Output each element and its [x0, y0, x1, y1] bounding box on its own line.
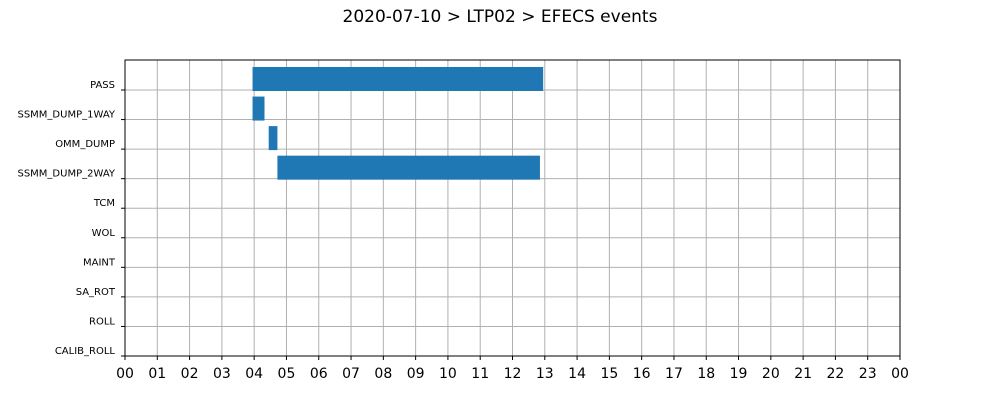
y-tick-label: ROLL: [89, 316, 115, 327]
x-tick-label: 03: [213, 366, 231, 382]
x-tick-label: 05: [278, 366, 296, 382]
x-tick-label: 13: [536, 366, 554, 382]
y-tick-label: SA_ROT: [76, 287, 116, 298]
y-axis-ticks: PASS SSMM_DUMP_1WAY OMM_DUMP SSMM_DUMP_2WAY…: [17, 80, 125, 357]
y-tick-label: MAINT: [83, 257, 116, 268]
x-tick-label: 08: [374, 366, 392, 382]
x-tick-label: 01: [148, 366, 166, 382]
x-tick-label: 10: [439, 366, 457, 382]
event-bar: [252, 96, 265, 121]
x-tick-label: 17: [665, 366, 683, 382]
y-tick-label: PASS: [90, 80, 115, 91]
x-tick-label: 15: [600, 366, 618, 382]
y-tick-label: SSMM_DUMP_2WAY: [17, 169, 115, 180]
y-tick-label: WOL: [92, 228, 116, 239]
x-tick-label: 12: [504, 366, 522, 382]
y-tick-label: OMM_DUMP: [55, 139, 115, 150]
event-bar: [268, 126, 278, 151]
x-tick-label: 06: [310, 366, 328, 382]
x-tick-label: 19: [730, 366, 748, 382]
x-tick-label: 14: [568, 366, 586, 382]
x-tick-label: 21: [794, 366, 812, 382]
x-tick-label: 11: [471, 366, 489, 382]
x-tick-label: 00: [116, 366, 134, 382]
grid-lines: [125, 60, 900, 356]
event-bars: [252, 67, 544, 180]
x-tick-label: 16: [633, 366, 651, 382]
event-bar: [252, 67, 544, 91]
x-tick-label: 00: [891, 366, 909, 382]
x-tick-label: 23: [859, 366, 877, 382]
x-tick-label: 20: [762, 366, 780, 382]
x-tick-label: 02: [181, 366, 199, 382]
x-tick-label: 18: [697, 366, 715, 382]
x-tick-label: 04: [245, 366, 263, 382]
x-axis-ticks: 00 01 02 03 04 05 06 07 08 09 10 11 12 13 14 15 16 17 18 19…: [116, 356, 909, 382]
y-tick-label: TCM: [93, 198, 115, 209]
y-tick-label: SSMM_DUMP_1WAY: [17, 110, 115, 121]
x-tick-label: 22: [827, 366, 845, 382]
chart-title: 2020-07-10 > LTP02 > EFECS events: [343, 7, 658, 27]
event-bar: [277, 155, 540, 180]
x-tick-label: 09: [407, 366, 425, 382]
x-tick-label: 07: [342, 366, 360, 382]
y-tick-label: CALIB_ROLL: [55, 346, 116, 357]
